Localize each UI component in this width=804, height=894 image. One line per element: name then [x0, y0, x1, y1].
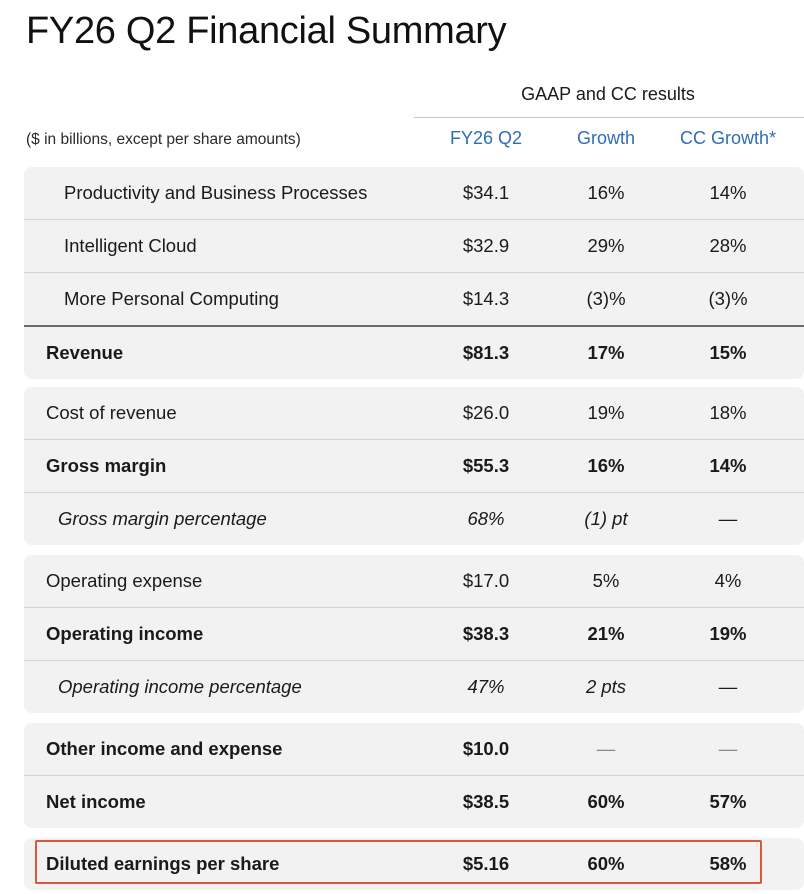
value-growth: 29% — [587, 235, 625, 256]
group-header: GAAP and CC results — [521, 84, 695, 104]
value-fy26q2: $55.3 — [462, 455, 510, 476]
value-growth: 16% — [587, 455, 625, 476]
row-label: Revenue — [46, 342, 124, 363]
value-cc-growth: — — [718, 508, 738, 529]
value-fy26q2: $14.3 — [462, 288, 510, 309]
table-row: More Personal Computing $14.3 (3)% (3)% — [24, 273, 804, 327]
table-row: Intelligent Cloud $32.9 29% 28% — [24, 220, 804, 273]
column-header-fy26q2: FY26 Q2 — [449, 128, 523, 148]
table-row: Operating income $38.3 21% 19% — [24, 608, 804, 661]
row-label: Operating income percentage — [58, 676, 302, 697]
value-cc-growth: 15% — [709, 342, 747, 363]
value-cc-growth: 28% — [709, 235, 747, 256]
value-cc-growth: 57% — [709, 791, 747, 812]
table-row: Productivity and Business Processes $34.… — [24, 167, 804, 220]
value-fy26q2: $38.5 — [462, 791, 510, 812]
column-header-growth: Growth — [576, 128, 636, 148]
value-growth: 2 pts — [585, 676, 627, 697]
row-label: Operating income — [46, 623, 204, 644]
value-growth: 21% — [587, 623, 625, 644]
table-row: Diluted earnings per share $5.16 60% 58% — [24, 838, 804, 890]
value-growth: 19% — [587, 402, 625, 423]
table-row: Other income and expense $10.0 — — — [24, 723, 804, 776]
value-fy26q2: $38.3 — [462, 623, 510, 644]
table-row: Operating expense $17.0 5% 4% — [24, 555, 804, 608]
value-fy26q2: $81.3 — [462, 342, 510, 363]
value-growth: 60% — [587, 853, 625, 874]
table-row: Cost of revenue $26.0 19% 18% — [24, 387, 804, 440]
value-cc-growth: — — [718, 738, 738, 759]
column-header-cc-growth: CC Growth* — [679, 128, 777, 148]
table-block-operating: Operating expense $17.0 5% 4% Operating … — [24, 555, 804, 713]
value-fy26q2: $17.0 — [462, 570, 510, 591]
group-header-rule — [414, 117, 804, 118]
row-label: Productivity and Business Processes — [64, 182, 368, 203]
value-fy26q2: 47% — [467, 676, 505, 697]
row-label: Gross margin percentage — [58, 508, 267, 529]
table-row: Operating income percentage 47% 2 pts — — [24, 661, 804, 713]
table-row: Net income $38.5 60% 57% — [24, 776, 804, 828]
row-label: Intelligent Cloud — [64, 235, 197, 256]
table-block-gross-margin: Cost of revenue $26.0 19% 18% Gross marg… — [24, 387, 804, 545]
value-cc-growth: (3)% — [708, 288, 748, 309]
row-label: Other income and expense — [46, 738, 283, 759]
value-cc-growth: 58% — [709, 853, 747, 874]
value-growth: (3)% — [586, 288, 626, 309]
row-label: More Personal Computing — [64, 288, 279, 309]
value-fy26q2: $10.0 — [462, 738, 510, 759]
table-row: Gross margin percentage 68% (1) pt — — [24, 493, 804, 545]
value-cc-growth: 19% — [709, 623, 747, 644]
value-fy26q2: $32.9 — [462, 235, 510, 256]
value-fy26q2: $5.16 — [462, 853, 510, 874]
table-block-eps: Diluted earnings per share $5.16 60% 58% — [24, 838, 804, 890]
table-block-net-income: Other income and expense $10.0 — — Net i… — [24, 723, 804, 828]
row-label: Cost of revenue — [46, 402, 177, 423]
value-growth: 5% — [592, 570, 620, 591]
row-label: Gross margin — [46, 455, 167, 476]
value-cc-growth: 14% — [709, 455, 747, 476]
table-row-total: Revenue $81.3 17% 15% — [24, 327, 804, 379]
table-block-revenue: Productivity and Business Processes $34.… — [24, 167, 804, 379]
value-growth: 17% — [587, 342, 625, 363]
units-label: ($ in billions, except per share amounts… — [26, 131, 301, 148]
page-title: FY26 Q2 Financial Summary — [26, 10, 507, 52]
row-label: Operating expense — [46, 570, 203, 591]
value-fy26q2: $26.0 — [462, 402, 510, 423]
value-fy26q2: $34.1 — [462, 182, 510, 203]
table-row: Gross margin $55.3 16% 14% — [24, 440, 804, 493]
row-label: Diluted earnings per share — [46, 853, 280, 874]
value-cc-growth: 18% — [709, 402, 747, 423]
value-growth: 60% — [587, 791, 625, 812]
value-cc-growth: — — [718, 676, 738, 697]
value-growth: (1) pt — [584, 508, 628, 529]
value-growth: — — [596, 738, 616, 759]
value-fy26q2: 68% — [467, 508, 505, 529]
value-cc-growth: 4% — [714, 570, 742, 591]
value-cc-growth: 14% — [709, 182, 747, 203]
value-growth: 16% — [587, 182, 625, 203]
row-label: Net income — [46, 791, 146, 812]
eps-highlight-box — [35, 840, 762, 884]
